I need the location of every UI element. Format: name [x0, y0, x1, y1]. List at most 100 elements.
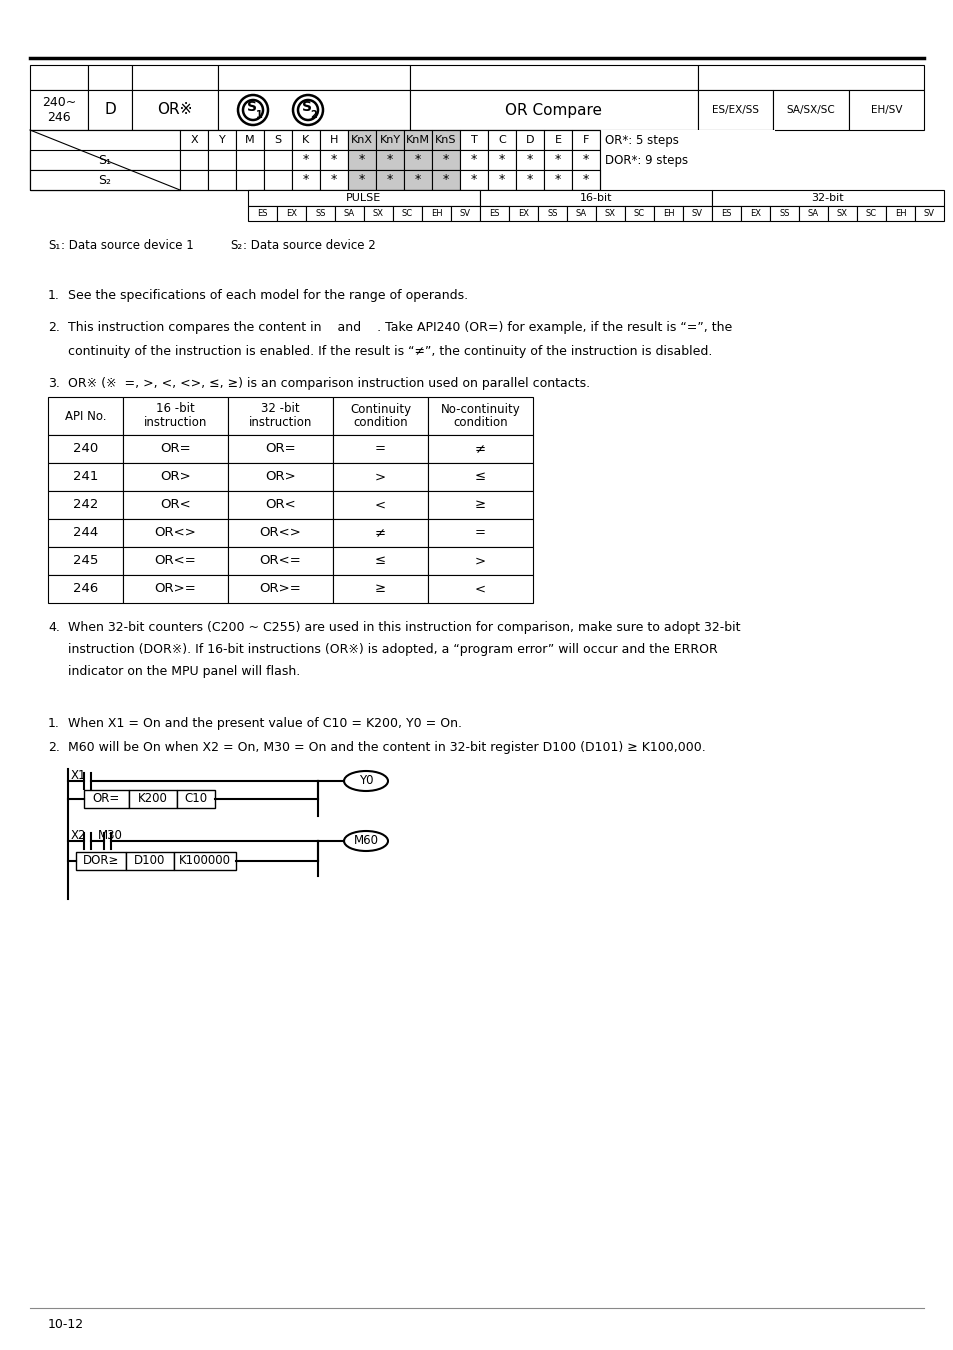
- Text: DOR≥: DOR≥: [83, 855, 119, 868]
- Text: EX: EX: [749, 209, 760, 217]
- Text: D: D: [104, 103, 115, 117]
- Text: OR<>: OR<>: [259, 526, 301, 540]
- Bar: [403, 150, 432, 170]
- Text: ES: ES: [257, 209, 268, 217]
- Bar: [228, 491, 333, 518]
- Text: X2: X2: [71, 829, 87, 842]
- Text: instruction: instruction: [249, 417, 312, 429]
- Text: S₁: S₁: [98, 154, 112, 166]
- Bar: [333, 518, 428, 547]
- Bar: [208, 130, 235, 150]
- Bar: [799, 207, 827, 221]
- Bar: [375, 170, 403, 190]
- Text: SA: SA: [807, 209, 819, 217]
- Text: *: *: [555, 154, 560, 166]
- Bar: [48, 547, 123, 575]
- Text: T: T: [470, 135, 476, 144]
- Text: When 32-bit counters (C200 ~ C255) are used in this instruction for comparison, : When 32-bit counters (C200 ~ C255) are u…: [68, 621, 740, 634]
- Text: indicator on the MPU panel will flash.: indicator on the MPU panel will flash.: [68, 666, 300, 678]
- Bar: [711, 207, 740, 221]
- Text: ≥: ≥: [375, 582, 386, 595]
- Bar: [543, 170, 572, 190]
- Text: *: *: [387, 154, 393, 166]
- Text: 3.: 3.: [48, 377, 60, 390]
- Text: 32-bit: 32-bit: [811, 193, 843, 202]
- Text: *: *: [471, 174, 476, 186]
- Text: OR=: OR=: [160, 443, 191, 455]
- Text: OR※ (※  =, >, <, <>, ≤, ≥) is an comparison instruction used on parallel contact: OR※ (※ =, >, <, <>, ≤, ≥) is an comparis…: [68, 377, 590, 390]
- Bar: [264, 150, 292, 170]
- Bar: [459, 150, 488, 170]
- Bar: [208, 150, 235, 170]
- Bar: [48, 518, 123, 547]
- Bar: [30, 130, 599, 190]
- Text: SA/SX/SC: SA/SX/SC: [786, 105, 835, 115]
- Bar: [375, 150, 403, 170]
- Bar: [827, 207, 856, 221]
- Bar: [428, 547, 533, 575]
- Bar: [123, 491, 228, 518]
- Text: OR>=: OR>=: [259, 582, 301, 595]
- Bar: [292, 130, 319, 150]
- Text: SC: SC: [865, 209, 876, 217]
- Bar: [333, 491, 428, 518]
- Text: S₁: S₁: [48, 239, 60, 252]
- Text: *: *: [498, 174, 504, 186]
- Bar: [180, 150, 208, 170]
- Bar: [516, 170, 543, 190]
- Bar: [248, 190, 479, 207]
- Text: instruction (DOR※). If 16-bit instructions (OR※) is adopted, a “program error” w: instruction (DOR※). If 16-bit instructio…: [68, 643, 717, 656]
- Text: SC: SC: [401, 209, 413, 217]
- Bar: [180, 130, 208, 150]
- Text: *: *: [387, 174, 393, 186]
- Bar: [123, 547, 228, 575]
- Text: ≠: ≠: [375, 526, 386, 540]
- Text: EX: EX: [286, 209, 296, 217]
- Text: >: >: [475, 555, 485, 567]
- Text: 2.: 2.: [48, 741, 60, 755]
- Bar: [88, 65, 132, 90]
- Text: *: *: [471, 154, 476, 166]
- Bar: [698, 65, 923, 90]
- Bar: [885, 207, 914, 221]
- Bar: [773, 90, 848, 130]
- Text: S: S: [302, 100, 312, 113]
- Bar: [333, 397, 428, 435]
- Bar: [228, 518, 333, 547]
- Text: SV: SV: [923, 209, 934, 217]
- Bar: [403, 170, 432, 190]
- Text: SS: SS: [314, 209, 325, 217]
- Text: *: *: [526, 174, 533, 186]
- Text: S: S: [274, 135, 281, 144]
- Text: 245: 245: [72, 555, 98, 567]
- Text: *: *: [331, 174, 336, 186]
- Bar: [123, 397, 228, 435]
- Bar: [335, 207, 364, 221]
- Text: K: K: [302, 135, 310, 144]
- Bar: [348, 130, 375, 150]
- Bar: [333, 463, 428, 491]
- Bar: [235, 150, 264, 170]
- Text: S: S: [247, 100, 256, 113]
- Text: condition: condition: [453, 417, 507, 429]
- Bar: [126, 852, 173, 869]
- Text: X: X: [190, 135, 197, 144]
- Bar: [228, 435, 333, 463]
- Text: Continuity: Continuity: [350, 402, 411, 416]
- Text: EH/SV: EH/SV: [870, 105, 902, 115]
- Bar: [292, 150, 319, 170]
- Bar: [173, 852, 235, 869]
- Bar: [248, 207, 276, 221]
- Bar: [451, 207, 479, 221]
- Bar: [459, 130, 488, 150]
- Bar: [264, 130, 292, 150]
- Text: *: *: [302, 154, 309, 166]
- Text: ES: ES: [489, 209, 499, 217]
- Text: *: *: [526, 154, 533, 166]
- Bar: [596, 207, 624, 221]
- Text: M: M: [245, 135, 254, 144]
- Bar: [654, 207, 682, 221]
- Text: DOR*: 9 steps: DOR*: 9 steps: [604, 154, 687, 167]
- Text: OR>=: OR>=: [154, 582, 196, 595]
- Bar: [537, 207, 566, 221]
